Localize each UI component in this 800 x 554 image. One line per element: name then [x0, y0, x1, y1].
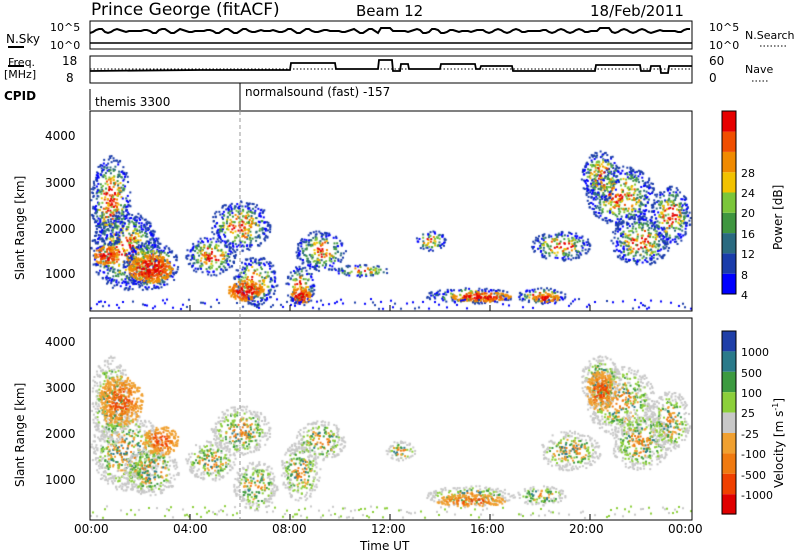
vel-cb-tick-500: 500	[741, 367, 762, 380]
velocity-ytick-1000: 1000	[45, 473, 76, 487]
nsky-trace	[89, 27, 690, 35]
freq-top-tick: 18	[62, 54, 78, 68]
power-ytick-2000: 2000	[45, 222, 76, 236]
power-colorbar-seg-2	[722, 233, 736, 254]
velocity-colorbar-seg-8	[722, 494, 736, 515]
power-frame	[89, 110, 693, 312]
velocity-cb-label: Velocity [m s-1]	[771, 397, 786, 488]
power-colorbar-seg-4	[722, 192, 736, 213]
power-colorbar-seg-1	[722, 253, 736, 274]
power-ytick-1000: 1000	[45, 267, 76, 281]
power-cb-label: Power [dB]	[771, 184, 785, 250]
velocity-ytick-2000: 2000	[45, 427, 76, 441]
power-colorbar-frame	[721, 110, 737, 295]
velocity-ytick-4000: 4000	[45, 335, 76, 349]
xtick-2000: 20:00	[569, 522, 604, 536]
date-title: 18/Feb/2011	[590, 2, 684, 20]
velocity-colorbar-seg-4	[722, 412, 736, 433]
xtick-0800: 08:00	[272, 522, 307, 536]
vel-cb-tick-m1000: -1000	[741, 489, 773, 502]
nave-bottom-tick: 0	[709, 71, 717, 85]
cpid-mode-1: themis 3300	[95, 95, 171, 109]
velocity-colorbar-seg-2	[722, 371, 736, 393]
power-cb-tick-20: 20	[741, 207, 755, 220]
vel-cb-tick-m25: -25	[741, 428, 759, 441]
power-colorbar-seg-0	[722, 273, 736, 294]
velocity-frame	[89, 317, 693, 521]
xtick-1600: 16:00	[470, 522, 505, 536]
velocity-colorbar-seg-3	[722, 392, 736, 413]
nsearch-label: N.Search	[745, 29, 795, 42]
power-ytick-3000: 3000	[45, 176, 76, 190]
nsky-label: N.Sky	[6, 32, 41, 46]
xtick-0000-end: 00:00	[668, 522, 703, 536]
power-colorbar-seg-3	[722, 212, 736, 234]
nave-top-tick: 60	[709, 54, 725, 68]
nsearch-top-tick: 10^5	[709, 21, 740, 34]
vel-cb-tick-1000: 1000	[741, 346, 769, 359]
x-axis-label: Time UT	[360, 539, 410, 553]
power-cb-tick-8: 8	[741, 269, 748, 282]
vel-cb-tick-100: 100	[741, 387, 762, 400]
power-ylabel: Slant Range [km]	[13, 175, 27, 280]
freq-trace	[89, 59, 692, 74]
velocity-colorbar-frame	[721, 330, 737, 515]
cpid-label: CPID	[4, 89, 37, 103]
power-cb-tick-4: 4	[741, 289, 748, 302]
power-colorbar-seg-7	[722, 131, 736, 152]
velocity-colorbar-seg-6	[722, 453, 736, 474]
cpid-mode-2: normalsound (fast) -157	[245, 85, 391, 99]
freq-bottom-tick: 8	[66, 71, 74, 85]
velocity-colorbar-seg-1	[722, 351, 736, 372]
power-colorbar-seg-5	[722, 172, 736, 193]
velocity-ylabel: Slant Range [km]	[13, 382, 27, 487]
nave-label: Nave	[745, 63, 774, 76]
vel-cb-tick-m500: -500	[741, 469, 766, 482]
vel-cb-tick-m100: -100	[741, 448, 766, 461]
power-colorbar-seg-8	[722, 111, 736, 132]
power-cb-tick-12: 12	[741, 248, 755, 261]
xtick-0400: 04:00	[173, 522, 208, 536]
power-cb-tick-28: 28	[741, 167, 755, 180]
power-ytick-4000: 4000	[45, 129, 76, 143]
xtick-0000: 00:00	[74, 522, 109, 536]
velocity-colorbar-seg-7	[722, 473, 736, 495]
nsky-top-tick: 10^5	[50, 21, 81, 34]
station-title: Prince George (fitACF)	[91, 0, 280, 20]
freq-label: Freq.	[8, 56, 36, 69]
freq-unit: [MHz]	[4, 68, 37, 81]
beam-title: Beam 12	[356, 2, 424, 20]
nsearch-bottom-tick: 10^0	[709, 39, 740, 52]
vel-cb-tick-25: 25	[741, 407, 755, 420]
nsky-frame	[89, 20, 693, 50]
power-colorbar-seg-6	[722, 151, 736, 173]
velocity-colorbar-seg-5	[722, 433, 736, 454]
power-cb-tick-16: 16	[741, 228, 755, 241]
velocity-colorbar-seg-0	[722, 331, 736, 352]
velocity-ytick-3000: 3000	[45, 381, 76, 395]
xtick-1200: 12:00	[371, 522, 406, 536]
power-cb-tick-24: 24	[741, 187, 755, 200]
nsky-bottom-tick: 10^0	[50, 39, 81, 52]
